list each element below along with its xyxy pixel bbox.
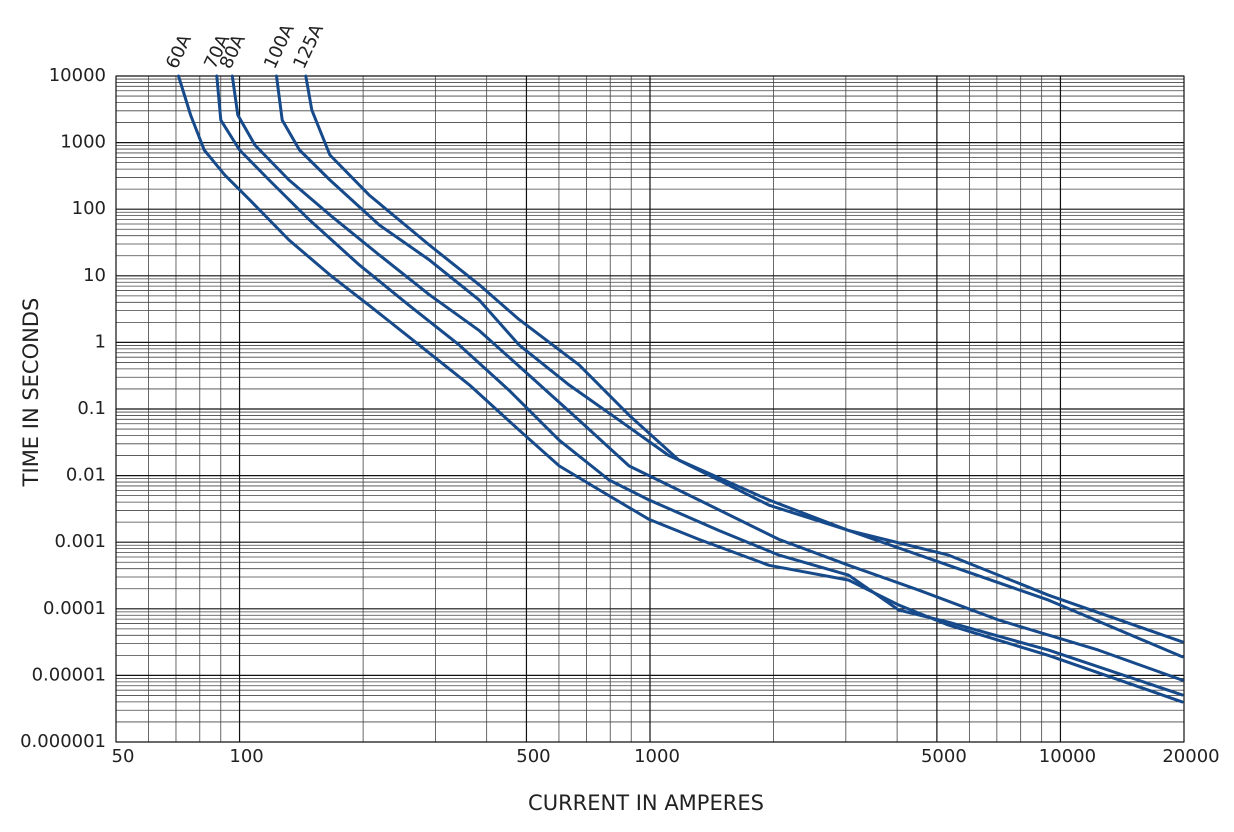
y-tick-label: 100 (72, 198, 106, 219)
curve (275, 74, 1184, 659)
y-tick-label: 1 (95, 331, 106, 352)
y-tick-label: 0.000001 (20, 731, 106, 752)
y-tick-label: 0.0001 (43, 598, 106, 619)
y-tick-label: 1000 (60, 132, 106, 153)
curve (304, 74, 1184, 644)
x-axis-title: CURRENT IN AMPERES (528, 791, 764, 815)
x-tick-label: 500 (516, 746, 550, 767)
y-tick-label: 0.001 (54, 531, 106, 552)
y-axis-title: TIME IN SECONDS (19, 298, 43, 488)
curve (215, 74, 1184, 697)
y-tick-label: 0.01 (66, 465, 106, 486)
plot-frame (115, 75, 1185, 743)
x-tick-label: 5000 (921, 746, 967, 767)
y-tick-label: 0.00001 (32, 664, 106, 685)
y-tick-label: 10000 (49, 65, 106, 86)
x-tick-label: 1000 (634, 746, 680, 767)
x-tick-label: 50 (112, 746, 135, 767)
curve (230, 74, 1184, 682)
y-tick-label: 10 (83, 265, 106, 286)
x-tick-label: 10000 (1039, 746, 1096, 767)
x-tick-label: 20000 (1162, 746, 1219, 767)
y-tick-label: 0.1 (77, 398, 106, 419)
x-tick-label: 100 (229, 746, 263, 767)
